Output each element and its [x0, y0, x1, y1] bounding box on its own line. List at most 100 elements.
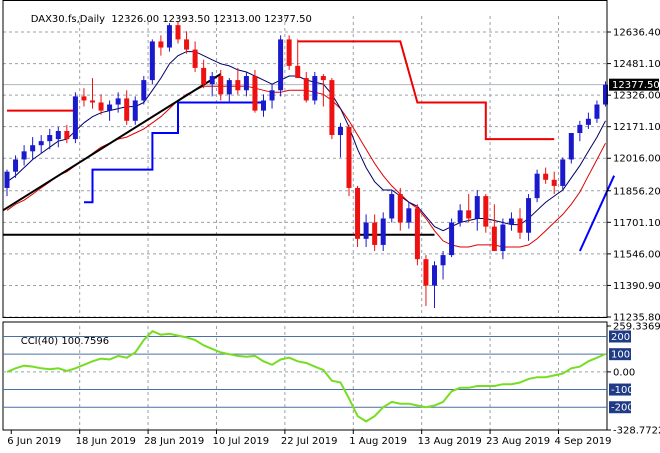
price-tick-label: 11856.20	[613, 186, 660, 197]
candle-body	[218, 76, 224, 95]
candle-body	[517, 218, 523, 233]
candle-body	[483, 196, 489, 227]
candle-body	[278, 39, 284, 91]
price-tick-label: 11546.00	[613, 249, 660, 260]
candle-body	[295, 65, 301, 79]
candle-body	[594, 104, 600, 119]
cci-level-badge	[609, 330, 631, 343]
time-tick-label: 13 Aug 2019	[418, 436, 482, 447]
candle-body	[585, 118, 591, 125]
candle-body	[372, 222, 378, 245]
candle-body	[166, 25, 172, 48]
candle-body	[603, 84, 608, 105]
time-tick-label: 28 Jun 2019	[144, 436, 204, 447]
candle-body	[98, 102, 104, 111]
candle-body	[320, 76, 326, 81]
candle-body	[201, 67, 207, 85]
cci-level-badge	[609, 348, 631, 361]
candle-body	[90, 100, 95, 103]
candle-body	[158, 41, 164, 48]
time-tick-label: 10 Jul 2019	[212, 436, 269, 447]
chart-frame	[2, 0, 608, 431]
red-stop-line	[297, 40, 555, 141]
candle-body	[235, 80, 241, 91]
cci-panel-frame	[2, 321, 608, 431]
candle-body	[47, 135, 53, 142]
cci-tick-label: -328.7722	[613, 426, 660, 437]
candle-body	[355, 187, 361, 239]
candle-body	[261, 100, 266, 111]
candle-body	[577, 124, 583, 134]
candle-body	[397, 194, 403, 223]
candle-body	[500, 224, 506, 252]
cci-tick-label: -100	[611, 385, 634, 396]
cci-header: CCI(40) 100.7596	[8, 325, 109, 358]
candle-body	[389, 194, 395, 219]
candle-body	[286, 39, 292, 66]
time-axis: 6 Jun 2019 18 Jun 2019 28 Jun 2019 10 Jul 2…	[7, 430, 612, 447]
candle-body	[363, 222, 369, 239]
cci-tick-label: 259.3369	[613, 322, 660, 333]
candle-body	[149, 41, 155, 81]
candle-body	[115, 98, 121, 105]
candle-body	[107, 104, 113, 111]
candle-body	[406, 208, 412, 223]
candle-body	[457, 210, 463, 223]
candle-body	[4, 171, 10, 188]
candle-body	[329, 80, 335, 136]
current-price-label: 12377.50	[612, 80, 660, 91]
candle-body	[252, 76, 258, 111]
symbol-label: DAX30.fs,Daily	[30, 14, 106, 25]
current-price-badge	[609, 78, 659, 91]
candle-body	[124, 98, 130, 121]
candle-body	[72, 96, 78, 140]
stop-lines	[7, 40, 616, 252]
candle-body	[560, 159, 566, 186]
candle-body	[551, 179, 557, 186]
price-tick-label: 12016.00	[613, 154, 660, 165]
candle-body	[534, 173, 540, 199]
candle-body	[226, 80, 232, 95]
candle-body	[21, 151, 27, 160]
symbol-header: DAX30.fs,Daily 12326.00 12393.50 12313.0…	[18, 3, 312, 36]
time-tick-label: 4 Sep 2019	[554, 436, 611, 447]
cci-level-badge	[609, 383, 631, 396]
price-tick-label: 12481.10	[613, 59, 660, 70]
time-tick-label: 22 Jul 2019	[281, 436, 338, 447]
candle-body	[243, 76, 249, 91]
cci-label: CCI(40) 100.7596	[20, 336, 110, 347]
candle-body	[423, 259, 429, 286]
cci-line	[6, 330, 606, 423]
main-panel-frame	[2, 0, 608, 318]
candle-body	[432, 265, 437, 286]
cci-level-badge	[609, 401, 631, 414]
candle-body	[337, 126, 343, 136]
candle-body	[175, 25, 181, 40]
candle-body	[491, 226, 497, 252]
candle-body	[184, 39, 190, 50]
candle-body	[55, 130, 61, 140]
slow-moving-average	[6, 85, 606, 248]
ohlc-values: 12326.00 12393.50 12313.00 12377.50	[111, 14, 312, 25]
candle-body	[209, 76, 215, 85]
price-tick-label: 12636.40	[613, 27, 660, 38]
cci-tick-label: 0.00	[613, 367, 635, 378]
price-axis: 12636.40 12481.10 12326.00 12171.10 12016.00…	[607, 27, 660, 324]
candle-body	[466, 210, 472, 219]
candle-body	[508, 218, 514, 225]
time-tick-label: 18 Jun 2019	[76, 436, 136, 447]
candle-body	[13, 159, 19, 172]
price-tick-label: 11390.90	[613, 281, 660, 292]
candle-body	[312, 76, 318, 101]
price-tick-label: 12326.00	[613, 91, 660, 102]
candle-body	[192, 49, 198, 68]
blue-stop-line	[84, 101, 264, 204]
candle-body	[38, 141, 44, 146]
candle-body	[30, 145, 36, 152]
candle-body	[64, 130, 70, 140]
price-tick-label: 12171.10	[613, 122, 660, 133]
cci-tick-label: 200	[611, 332, 630, 343]
